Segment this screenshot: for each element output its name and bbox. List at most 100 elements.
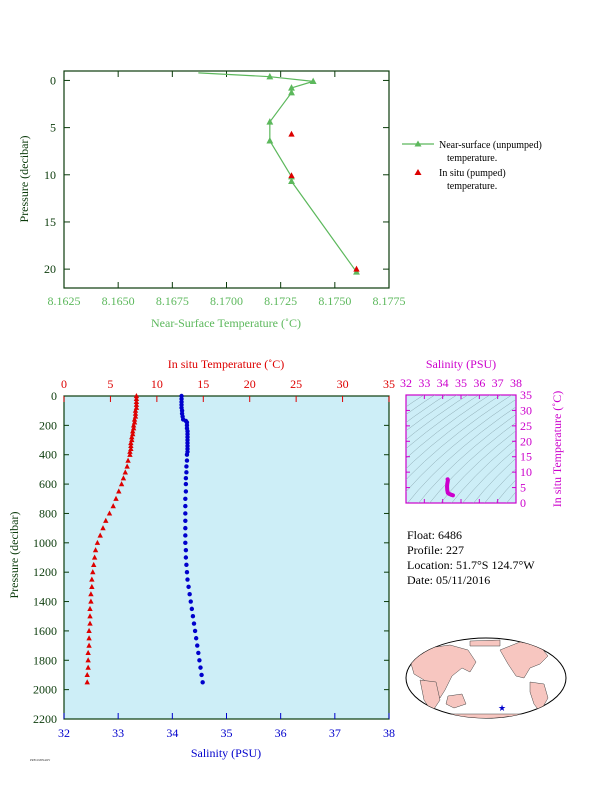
temperature-point — [103, 517, 109, 523]
ts-x-tick-label: 32 — [400, 376, 412, 390]
temperature-point — [87, 613, 93, 619]
ts-point — [445, 482, 450, 486]
density-contour — [473, 457, 516, 503]
salinity-axis-label: Salinity (PSU) — [191, 746, 261, 760]
density-contour — [418, 414, 516, 503]
salinity-point — [197, 658, 202, 663]
ts-x-tick-label: 34 — [437, 376, 449, 390]
near-surface-x-tick-label: 8.1650 — [102, 294, 135, 308]
salinity-tick-label: 34 — [166, 726, 178, 740]
temperature-point — [91, 554, 98, 560]
salinity-tick-label: 36 — [275, 726, 287, 740]
temperature-point — [84, 671, 90, 678]
in-situ-point — [288, 172, 295, 179]
temperature-point — [106, 510, 113, 516]
salinity-tick-label: 35 — [221, 726, 233, 740]
salinity-point — [189, 606, 195, 612]
ts-x-tick-label: 38 — [510, 376, 522, 390]
temperature-point — [85, 657, 91, 663]
ts-y-tick-label: 10 — [520, 465, 532, 479]
salinity-point — [184, 562, 189, 568]
salinity-tick-label: 32 — [58, 726, 70, 740]
ts-y-tick-label: 25 — [520, 419, 532, 433]
temperature-point — [129, 434, 135, 440]
salinity-point — [199, 672, 204, 678]
temperature-point — [86, 642, 92, 648]
near-surface-y-tick-label: 20 — [44, 262, 56, 276]
temperature-axis-label: In situ Temperature (˚C) — [168, 357, 285, 371]
pressure-axis-ticks: 0 200 400 600 800 1000 1200 1400 1600 1800 2000 220… — [33, 389, 389, 726]
density-contour — [406, 395, 469, 440]
temperature-point — [90, 569, 96, 575]
ts-y-tick-label: 20 — [520, 434, 532, 448]
pressure-tick-label: 600 — [39, 477, 57, 491]
temperature-point — [87, 605, 93, 611]
ts-point — [451, 493, 455, 498]
ts-y-tick-label: 5 — [520, 481, 526, 495]
density-contour — [406, 395, 425, 408]
near-surface-point — [266, 118, 274, 125]
pressure-tick-label: 1200 — [33, 565, 57, 579]
ts-x-ticks: 32 33 34 35 36 37 38 — [400, 376, 522, 503]
near-surface-point — [309, 77, 317, 85]
near-surface-y-ticks: 0 5 10 15 20 — [44, 73, 389, 276]
density-contour — [406, 395, 513, 480]
near-surface-chart: 8.1625 8.1650 8.1675 8.1700 8.1725 8.1750 8.17… — [17, 70, 406, 330]
temperature-point — [128, 439, 134, 446]
temperature-point — [118, 481, 125, 487]
density-contour — [560, 387, 612, 505]
near-surface-plot-area — [63, 70, 390, 289]
temperature-tick-label: 5 — [107, 377, 113, 391]
date-label: Date: — [407, 573, 433, 587]
density-contour — [527, 387, 612, 505]
salinity-point — [200, 680, 205, 685]
temperature-point — [89, 583, 95, 589]
density-contour — [406, 395, 458, 432]
density-contour — [406, 395, 491, 459]
salinity-point — [183, 496, 188, 501]
near-surface-y-tick-label: 5 — [50, 121, 56, 135]
pressure-tick-label: 1400 — [33, 595, 57, 609]
temperature-tick-label: 15 — [197, 377, 209, 391]
temperature-tick-label: 30 — [337, 377, 349, 391]
legend-label-near-surface-2: temperature. — [447, 153, 497, 164]
pressure-tick-label: 400 — [39, 448, 57, 462]
temperature-point — [110, 503, 116, 509]
temperature-tick-label: 10 — [151, 377, 163, 391]
near-surface-legend: Near-surface (unpumped) temperature. In … — [402, 140, 542, 192]
temperature-point — [127, 451, 133, 457]
pressure-tick-label: 1800 — [33, 653, 57, 667]
salinity-point — [183, 518, 188, 523]
temperature-point — [116, 488, 122, 494]
ts-plot-area — [405, 394, 517, 504]
salinity-point — [185, 577, 190, 582]
salinity-point — [184, 470, 189, 475]
ts-y-axis-label: In situ Temperature (˚C) — [550, 391, 564, 508]
temperature-point — [86, 635, 92, 641]
temperature-point — [92, 547, 99, 553]
temperature-point — [131, 416, 138, 422]
temperature-point — [125, 457, 131, 463]
temperature-tick-label: 25 — [290, 377, 302, 391]
legend-label-in-situ: In situ (pumped) — [439, 168, 506, 179]
ts-y-tick-label: 35 — [520, 388, 532, 402]
near-surface-x-tick-label: 8.1700 — [210, 294, 243, 308]
legend-marker-in-situ — [414, 169, 422, 175]
profile-value: 227 — [446, 543, 464, 557]
profile-row: Profile: 227 — [407, 543, 535, 558]
float-location-star: ★ — [498, 703, 506, 713]
salinity-point — [184, 452, 190, 457]
profile-series — [84, 393, 205, 685]
temperature-point — [94, 539, 101, 545]
salinity-point — [187, 592, 192, 597]
ts-y-tick-label: 0 — [520, 496, 526, 510]
temperature-point — [124, 463, 130, 469]
near-surface-point — [266, 72, 274, 80]
salinity-tick-label: 38 — [383, 726, 395, 740]
temperature-tick-label: 20 — [244, 377, 256, 391]
near-surface-point — [288, 88, 295, 96]
temperature-point — [100, 525, 106, 531]
near-surface-series — [198, 72, 360, 275]
in-situ-point — [353, 265, 360, 272]
float-label: Float: — [407, 528, 436, 542]
